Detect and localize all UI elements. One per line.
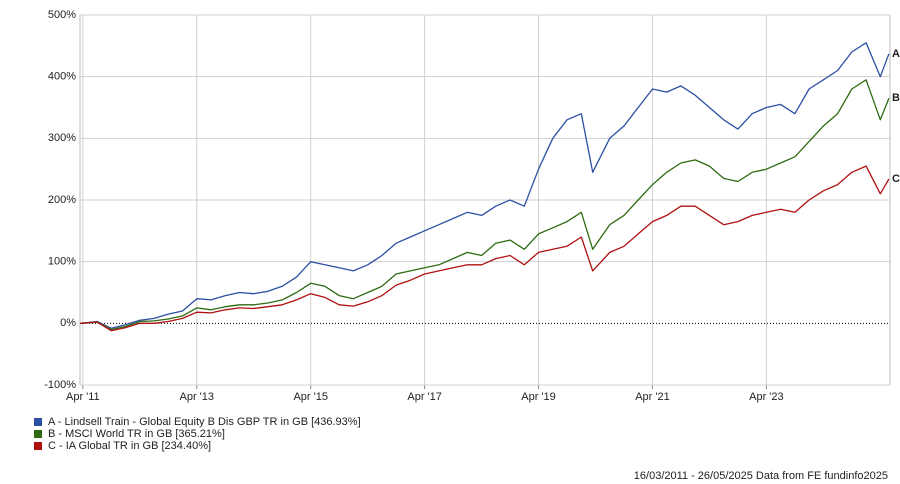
- x-tick-label: Apr '21: [635, 391, 670, 403]
- legend-swatch: [34, 430, 42, 438]
- footer: 16/03/2011 - 26/05/2025 Data from FE fun…: [634, 470, 888, 482]
- x-tick-label: Apr '15: [293, 391, 328, 403]
- legend-label: B - MSCI World TR in GB [365.21%]: [48, 428, 225, 440]
- legend-swatch: [34, 418, 42, 426]
- x-tick-label: Apr '11: [66, 391, 100, 403]
- y-tick-label: 200%: [48, 194, 76, 206]
- y-tick-label: 100%: [48, 256, 76, 268]
- x-tick-label: Apr '13: [180, 391, 215, 403]
- y-tick-label: -100%: [44, 379, 76, 391]
- legend-label: A - Lindsell Train - Global Equity B Dis…: [48, 416, 361, 428]
- series-line: [80, 42, 890, 329]
- end-label: B: [892, 92, 900, 104]
- x-tick-label: Apr '19: [521, 391, 556, 403]
- legend-label: C - IA Global TR in GB [234.40%]: [48, 440, 211, 452]
- end-label: C: [892, 173, 900, 185]
- y-tick-label: 0%: [60, 317, 76, 329]
- series-line: [80, 165, 890, 332]
- y-tick-label: 500%: [48, 9, 76, 21]
- x-tick-label: Apr '17: [407, 391, 442, 403]
- y-tick-label: 400%: [48, 71, 76, 83]
- legend-swatch: [34, 442, 42, 450]
- x-tick-label: Apr '23: [749, 391, 784, 403]
- end-label: A: [892, 48, 900, 60]
- y-tick-label: 300%: [48, 132, 76, 144]
- series-line: [80, 79, 890, 331]
